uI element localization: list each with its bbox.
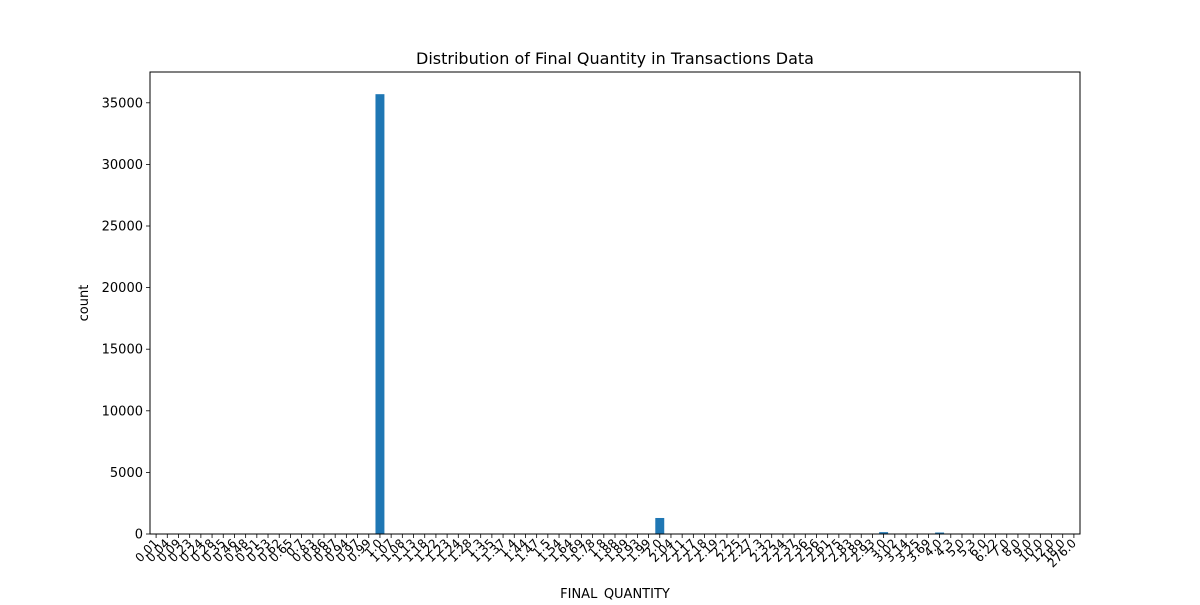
y-tick-label: 10000 (102, 404, 143, 419)
y-tick-label: 25000 (102, 220, 143, 235)
x-axis: 0.010.040.090.230.240.280.350.460.480.51… (132, 534, 1079, 570)
bar (375, 94, 384, 534)
y-tick-label: 0 (135, 528, 143, 543)
chart-title: Distribution of Final Quantity in Transa… (416, 49, 814, 68)
y-tick-label: 20000 (102, 281, 143, 296)
bar (655, 518, 664, 534)
y-tick-label: 5000 (110, 466, 143, 481)
bars-group (152, 94, 1079, 534)
y-tick-label: 15000 (102, 343, 143, 358)
plot-frame (150, 72, 1080, 534)
y-tick-label: 30000 (102, 158, 143, 173)
y-axis-label: count (77, 285, 92, 322)
y-axis: 0 5000 10000 15000 20000 25000 30000 35000 (102, 96, 150, 542)
y-tick-label: 35000 (102, 96, 143, 111)
x-axis-label: FINAL_QUANTITY (560, 587, 670, 600)
